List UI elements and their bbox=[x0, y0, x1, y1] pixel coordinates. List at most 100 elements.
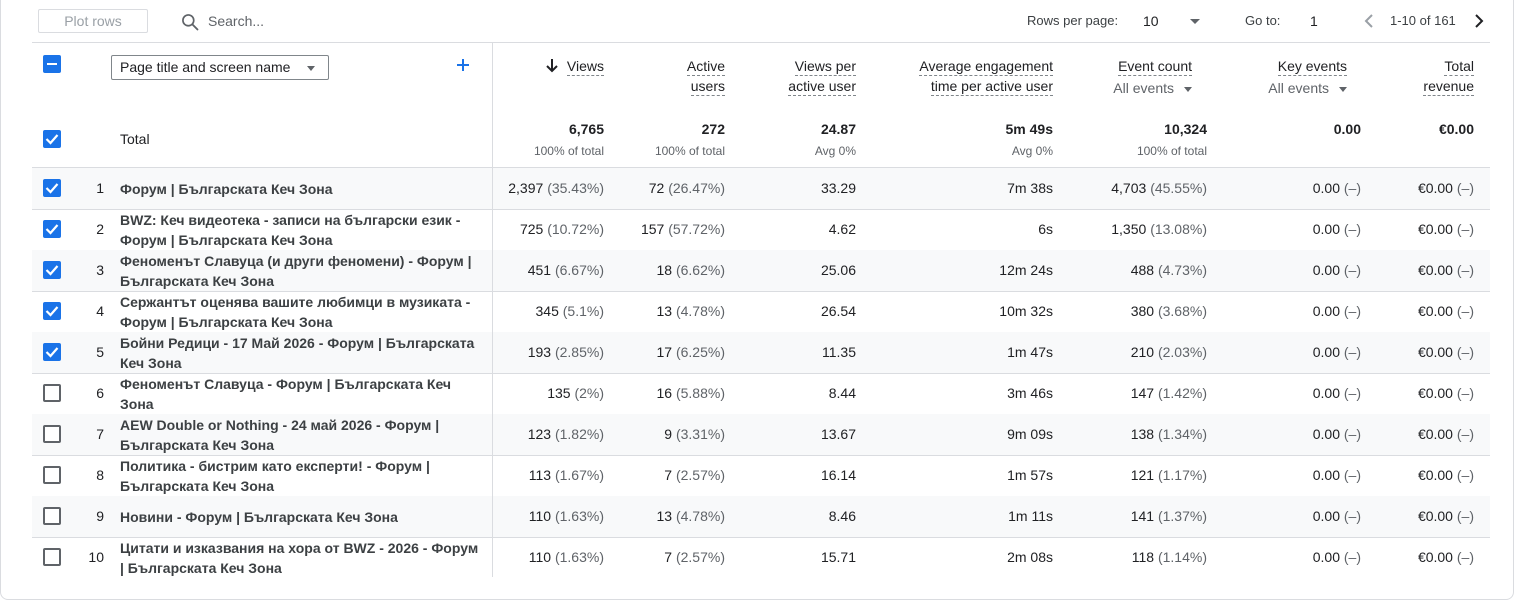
row-events-cell: 141 (1.37%) bbox=[1131, 508, 1207, 524]
caret-down-icon bbox=[1339, 86, 1347, 92]
plot-rows-button[interactable]: Plot rows bbox=[38, 9, 148, 33]
row-key-value: 0.00 bbox=[1312, 549, 1340, 565]
search-input[interactable] bbox=[208, 10, 708, 32]
select-all-checkbox[interactable] bbox=[43, 55, 61, 73]
row-title-line: Феноменът Славуца (и други феномени) - Ф… bbox=[120, 253, 472, 269]
total-views-per-user: 24.87 bbox=[820, 121, 856, 137]
row-users-cell: 157 (57.72%) bbox=[641, 221, 725, 237]
row-aet-cell: 10m 32s bbox=[999, 303, 1053, 319]
total-views-per-user-sub: Avg 0% bbox=[814, 144, 856, 158]
row-number: 4 bbox=[96, 303, 104, 319]
row-divider bbox=[32, 455, 1490, 456]
event-filter-select[interactable]: All events bbox=[1113, 78, 1192, 98]
row-number: 7 bbox=[96, 426, 104, 442]
col-views-header[interactable]: Views bbox=[566, 58, 604, 76]
row-events-percent: (1.14%) bbox=[1157, 549, 1207, 565]
row-divider bbox=[32, 537, 1490, 538]
row-page-title[interactable]: AEW Double or Nothing - 24 май 2026 - Фо… bbox=[120, 415, 480, 455]
row-vpu-value: 8.46 bbox=[828, 508, 856, 524]
row-page-title[interactable]: Бойни Редици - 17 Май 2026 - Форум | Бъл… bbox=[120, 333, 480, 373]
row-checkbox[interactable] bbox=[43, 384, 61, 402]
row-aet-value: 3m 46s bbox=[1007, 385, 1053, 401]
col-key-events-header[interactable]: Key events All events bbox=[1268, 58, 1347, 98]
row-rev-percent: (–) bbox=[1456, 385, 1474, 401]
rows-per-page-select[interactable]: 10 bbox=[1143, 13, 1159, 29]
row-key-percent: (–) bbox=[1343, 508, 1361, 524]
chevron-left-icon[interactable] bbox=[1362, 13, 1376, 34]
row-aet-value: 1m 57s bbox=[1007, 467, 1053, 483]
row-title-line: | Българската Кеч Зона bbox=[120, 560, 282, 576]
row-events-percent: (45.55%) bbox=[1150, 180, 1207, 196]
table-row[interactable] bbox=[32, 332, 1490, 373]
search-icon bbox=[180, 12, 200, 37]
row-vpu-cell: 11.35 bbox=[822, 344, 856, 360]
total-avg-engagement-sub: Avg 0% bbox=[1011, 144, 1053, 158]
row-checkbox[interactable] bbox=[43, 425, 61, 443]
row-key-percent: (–) bbox=[1343, 385, 1361, 401]
total-key-events: 0.00 bbox=[1333, 121, 1361, 137]
row-events-percent: (1.17%) bbox=[1157, 467, 1207, 483]
column-divider bbox=[492, 43, 493, 577]
row-events-value: 380 bbox=[1130, 303, 1155, 319]
total-label: Total bbox=[120, 131, 150, 147]
row-checkbox[interactable] bbox=[43, 302, 61, 320]
row-page-title[interactable]: Политика - бистрим като експерти! - Фору… bbox=[120, 456, 480, 496]
table-row[interactable] bbox=[32, 250, 1490, 291]
row-page-title[interactable]: BWZ: Кеч видеотека - записи на български… bbox=[120, 210, 480, 250]
row-page-title[interactable]: Цитати и изказвания на хора от BWZ - 202… bbox=[120, 538, 480, 578]
total-row-checkbox[interactable] bbox=[43, 130, 61, 148]
col-total-revenue-header[interactable]: Total revenue bbox=[1423, 58, 1474, 96]
row-checkbox[interactable] bbox=[43, 343, 61, 361]
row-key-percent: (–) bbox=[1343, 221, 1361, 237]
row-checkbox[interactable] bbox=[43, 466, 61, 484]
row-vpu-cell: 25.06 bbox=[821, 262, 856, 278]
row-key-cell: 0.00 (–) bbox=[1313, 385, 1361, 401]
row-page-title[interactable]: Новини - Форум | Българската Кеч Зона bbox=[120, 507, 480, 527]
key-event-filter-select[interactable]: All events bbox=[1268, 78, 1347, 98]
col-active-users-header[interactable]: Active users bbox=[686, 58, 725, 96]
row-page-title[interactable]: Форум | Българската Кеч Зона bbox=[120, 179, 480, 199]
add-dimension-plus-icon[interactable] bbox=[455, 57, 471, 78]
row-number: 8 bbox=[96, 467, 104, 483]
row-page-title[interactable]: Феноменът Славуца - Форум | Българската … bbox=[120, 374, 480, 414]
total-views: 6,765 bbox=[568, 121, 604, 137]
row-aet-cell: 7m 38s bbox=[1007, 180, 1053, 196]
row-page-title[interactable]: Феноменът Славуца (и други феномени) - Ф… bbox=[120, 251, 480, 291]
row-key-value: 0.00 bbox=[1312, 508, 1340, 524]
row-events-percent: (1.37%) bbox=[1157, 508, 1207, 524]
chevron-down-icon[interactable] bbox=[1190, 19, 1200, 24]
row-checkbox[interactable] bbox=[43, 179, 61, 197]
sort-descending-arrow-icon[interactable] bbox=[545, 58, 559, 79]
table-row[interactable] bbox=[32, 414, 1490, 455]
row-users-cell: 17 (6.25%) bbox=[657, 344, 726, 360]
table-row[interactable] bbox=[32, 496, 1490, 537]
row-users-percent: (57.72%) bbox=[668, 221, 725, 237]
chevron-right-icon[interactable] bbox=[1472, 13, 1486, 34]
dimension-selector[interactable]: Page title and screen name bbox=[111, 55, 329, 80]
row-events-percent: (1.42%) bbox=[1157, 385, 1207, 401]
row-title-line: Новини - Форум | Българската Кеч Зона bbox=[120, 509, 398, 525]
row-views-cell: 451 (6.67%) bbox=[528, 262, 604, 278]
row-views-percent: (2%) bbox=[574, 385, 604, 401]
row-checkbox[interactable] bbox=[43, 261, 61, 279]
col-event-count-header[interactable]: Event count All events bbox=[1113, 58, 1192, 98]
goto-page-input[interactable]: 1 bbox=[1310, 13, 1318, 29]
row-checkbox[interactable] bbox=[43, 507, 61, 525]
row-page-title[interactable]: Сержантът оценява вашите любимци в музик… bbox=[120, 292, 480, 332]
row-aet-cell: 1m 11s bbox=[1008, 508, 1053, 524]
table-row[interactable] bbox=[32, 168, 1490, 209]
divider bbox=[32, 167, 1490, 168]
row-number: 5 bbox=[96, 344, 104, 360]
row-users-value: 13 bbox=[656, 508, 673, 524]
row-key-value: 0.00 bbox=[1312, 262, 1340, 278]
row-vpu-cell: 8.46 bbox=[829, 508, 856, 524]
row-key-cell: 0.00 (–) bbox=[1313, 508, 1361, 524]
row-views-percent: (1.82%) bbox=[554, 426, 604, 442]
col-views-per-user-header[interactable]: Views per active user bbox=[788, 58, 856, 96]
col-avg-engagement-header[interactable]: Average engagement time per active user bbox=[919, 58, 1053, 96]
row-checkbox[interactable] bbox=[43, 220, 61, 238]
row-rev-cell: €0.00 (–) bbox=[1418, 508, 1474, 524]
row-checkbox[interactable] bbox=[43, 548, 61, 566]
row-key-percent: (–) bbox=[1343, 180, 1361, 196]
